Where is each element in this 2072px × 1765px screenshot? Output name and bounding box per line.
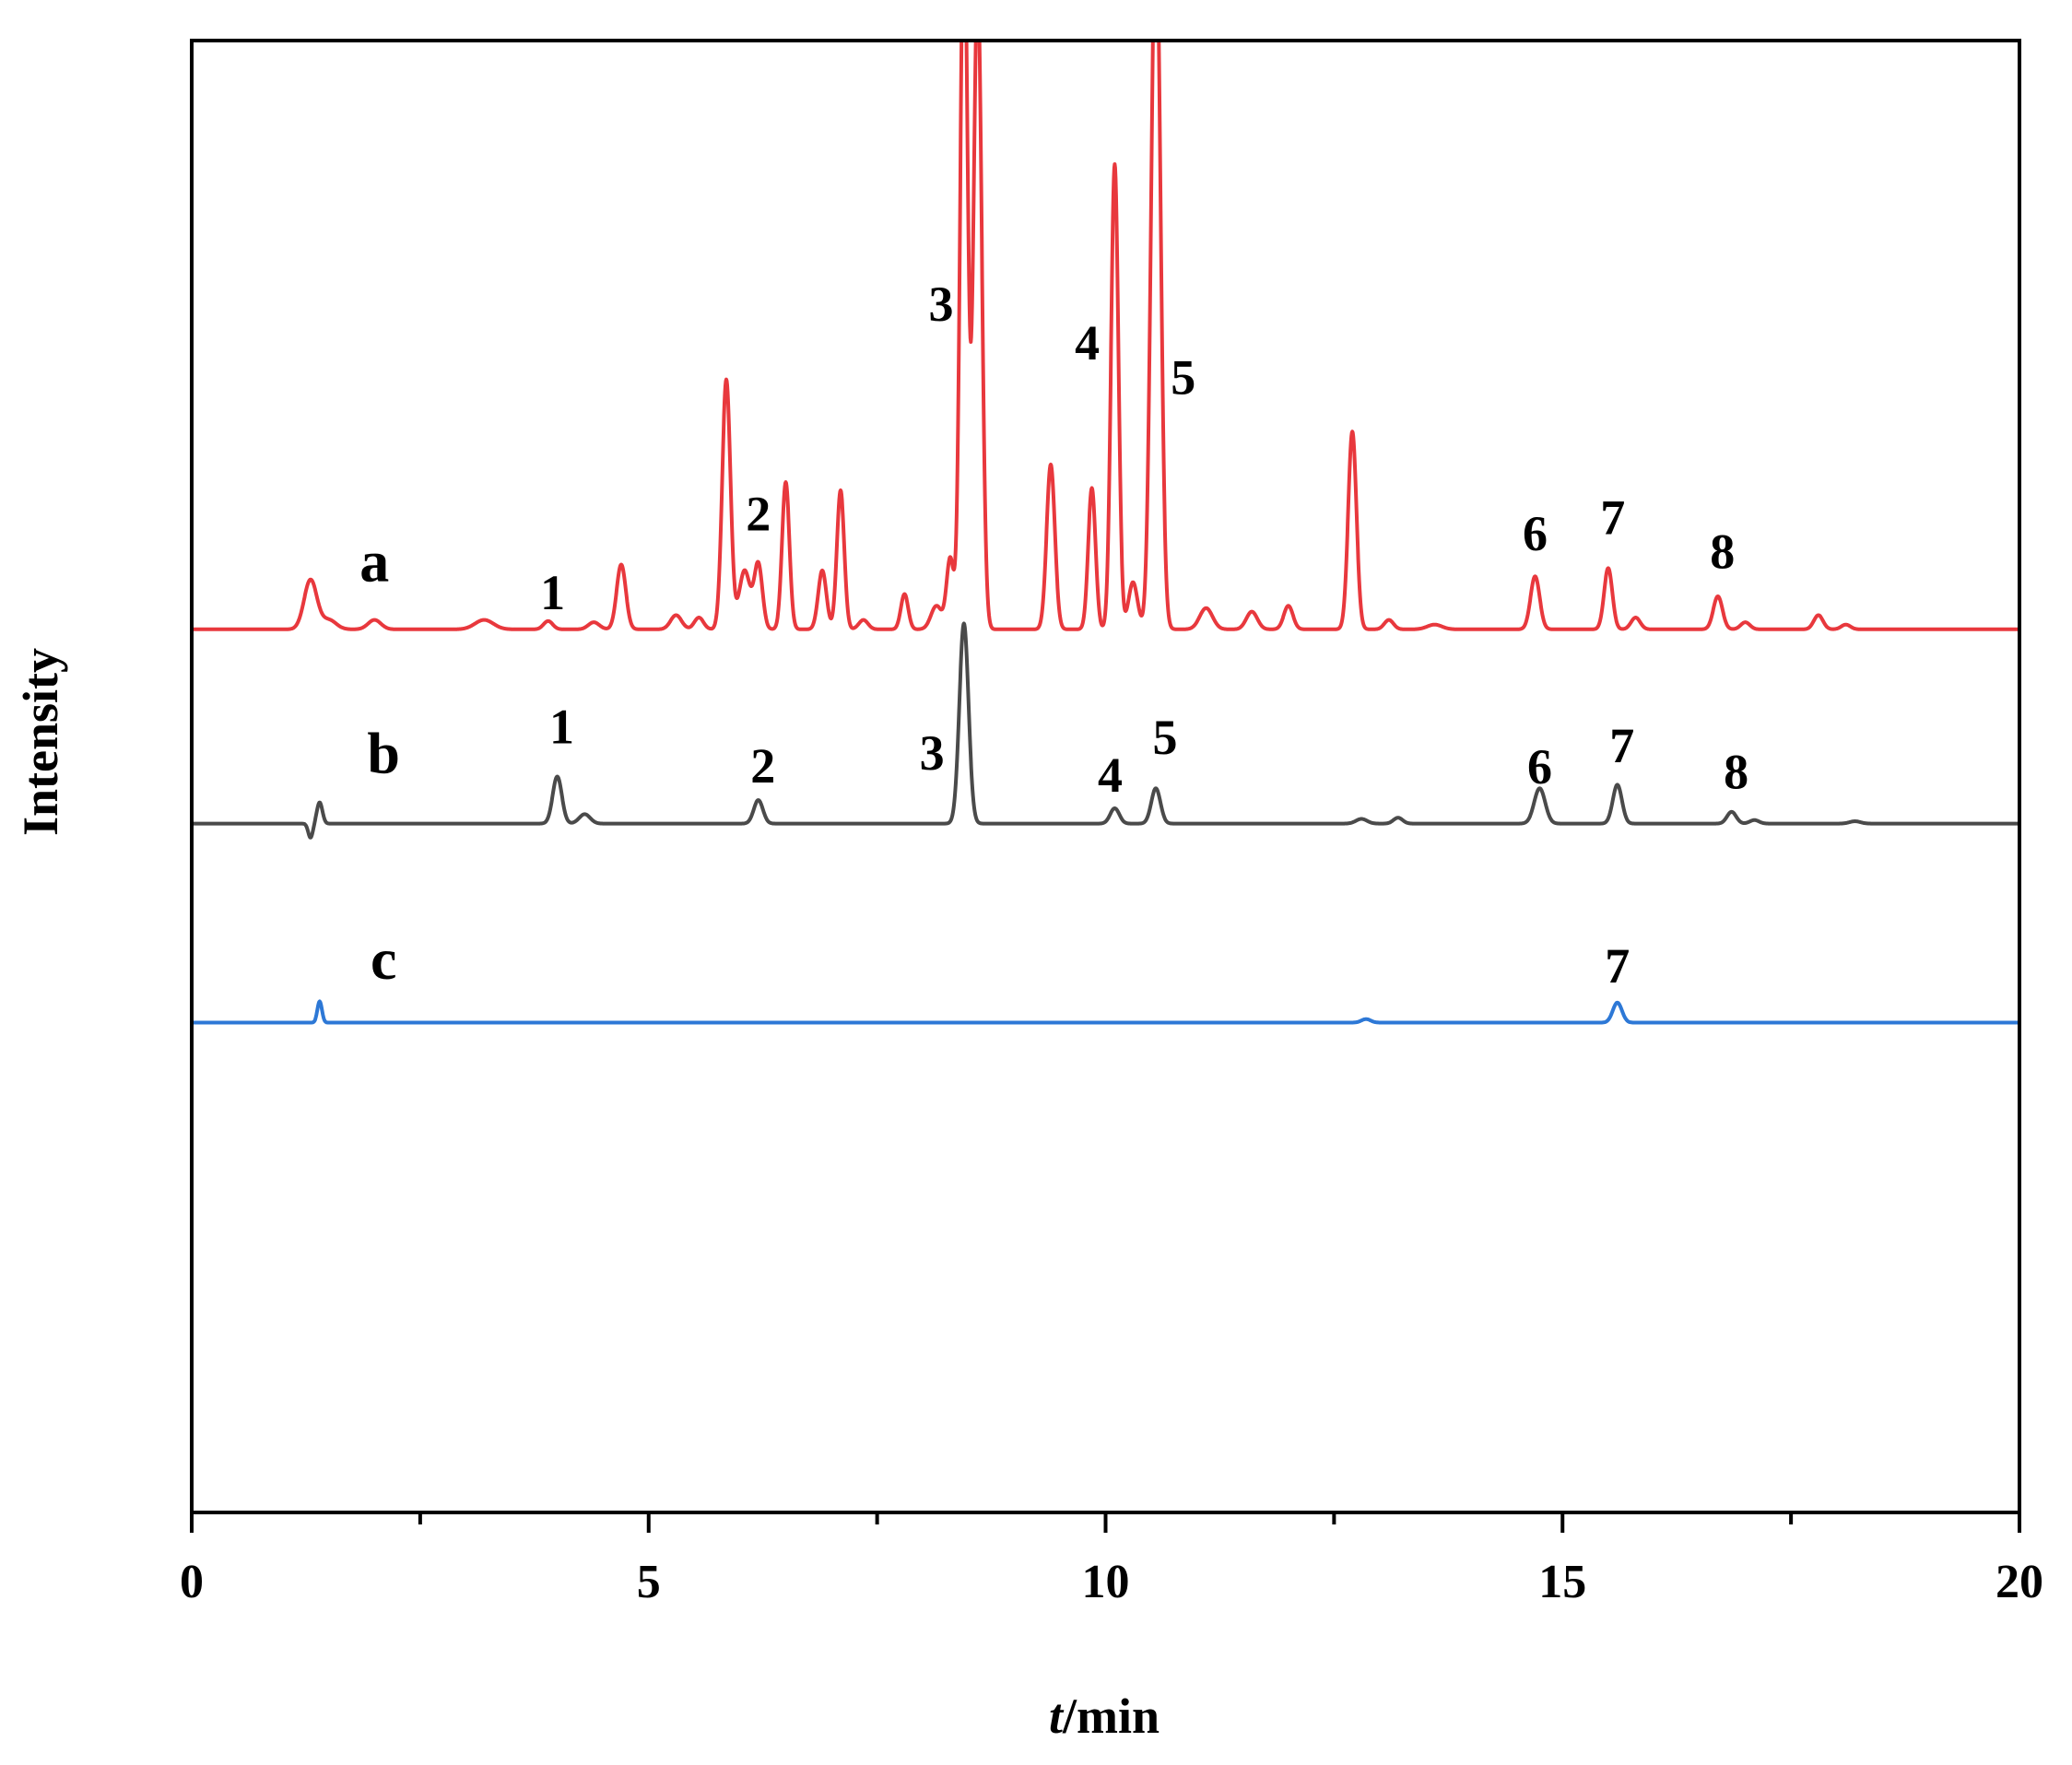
trace-b-line	[192, 621, 2019, 840]
peak-label-c-7: 7	[1605, 938, 1630, 994]
x-tick-label: 15	[1538, 1556, 1586, 1608]
peak-label-b-3: 3	[920, 725, 945, 781]
x-tick-label: 5	[637, 1556, 661, 1608]
peak-label-b-8: 8	[1724, 744, 1748, 799]
trace-a-label: a	[359, 528, 389, 594]
peak-label-a-2: 2	[746, 486, 771, 541]
trace-a-line	[192, 41, 2019, 631]
peak-label-a-4: 4	[1075, 315, 1100, 371]
peak-label-a-7: 7	[1600, 489, 1625, 545]
peak-label-b-5: 5	[1152, 710, 1177, 765]
trace-c-line	[192, 999, 2019, 1025]
x-axis-title-variable: t	[1049, 1689, 1065, 1744]
x-axis-title: t/min	[1049, 1689, 1160, 1744]
x-tick-label: 10	[1082, 1556, 1130, 1608]
trace-group	[192, 41, 2019, 1025]
peak-label-b-4: 4	[1098, 747, 1123, 803]
y-axis-title: Intensity	[13, 648, 68, 836]
peak-label-a-6: 6	[1523, 506, 1548, 561]
trace-label-group: a b c	[359, 528, 400, 992]
peak-label-b-6: 6	[1527, 739, 1552, 794]
x-tick-label: 0	[180, 1556, 204, 1608]
trace-c-label: c	[371, 926, 396, 992]
peak-label-a-3: 3	[929, 277, 954, 332]
x-axis-title-unit: /min	[1062, 1689, 1160, 1744]
peak-label-b-7: 7	[1609, 718, 1634, 773]
peak-label-a-1: 1	[540, 565, 565, 620]
x-axis-tick-labels: 0 5 10 15 20	[180, 1556, 2043, 1608]
x-tick-label: 20	[1995, 1556, 2043, 1608]
trace-b-label: b	[367, 721, 400, 786]
peak-label-b-1: 1	[549, 700, 574, 755]
peak-label-a-5: 5	[1171, 349, 1195, 405]
peak-label-b-2: 2	[750, 738, 775, 794]
x-axis-ticks	[190, 1512, 2021, 1533]
peak-label-a-8: 8	[1710, 524, 1735, 579]
